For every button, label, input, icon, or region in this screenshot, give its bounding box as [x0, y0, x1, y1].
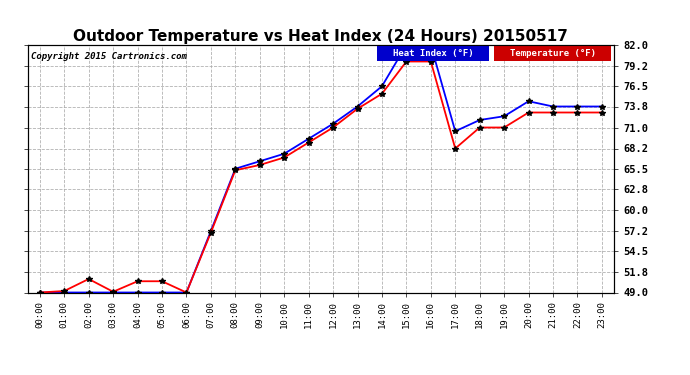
Title: Outdoor Temperature vs Heat Index (24 Hours) 20150517: Outdoor Temperature vs Heat Index (24 Ho…: [73, 29, 569, 44]
Text: Copyright 2015 Cartronics.com: Copyright 2015 Cartronics.com: [30, 53, 186, 62]
